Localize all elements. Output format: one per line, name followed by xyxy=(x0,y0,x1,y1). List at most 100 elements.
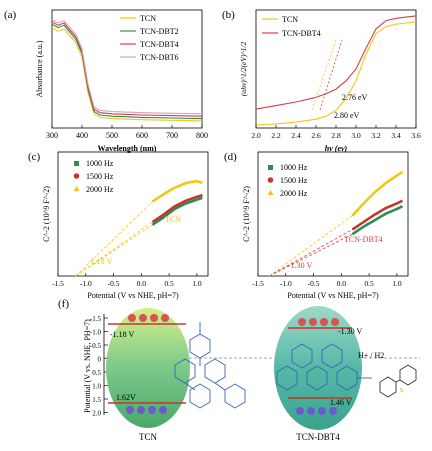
triazine-ring xyxy=(189,383,211,409)
electron xyxy=(309,318,317,326)
panel-c-flatband: -1.18 V xyxy=(88,257,113,266)
legend-d-2: 2000 Hz xyxy=(280,189,308,198)
xtick-label: -1.5 xyxy=(52,279,64,288)
panel-c-legend: 1000 Hz 1500 Hz 2000 Hz xyxy=(73,159,114,194)
hole xyxy=(318,407,326,415)
series-curve-1 xyxy=(351,199,403,231)
series-line-1 xyxy=(255,15,417,110)
triazine-ring xyxy=(291,343,313,369)
dibenzothiophene-structure xyxy=(379,364,417,398)
xtick-label: 2.6 xyxy=(311,131,321,140)
sulfur-atom: S xyxy=(400,388,403,394)
hole xyxy=(126,406,134,414)
xtick-label: -1.0 xyxy=(280,279,292,288)
panel-c-sample-label: TCN xyxy=(165,215,181,224)
legend-c-0: 1000 Hz xyxy=(86,159,114,168)
panel-f: (f) -1.5 -1.0 -0.5 0 0.5 1.0 1.5 2.0 Potential … xyxy=(58,298,420,442)
series-curve-0 xyxy=(151,196,203,226)
legend-a-3: TCN-DBT6 xyxy=(140,53,179,62)
panel-d: (d) -1.5 -1.0 -0.5 0.0 0.5 1.0 Potential (V v… xyxy=(224,151,409,300)
dbt-label: TCN-DBT4 xyxy=(296,432,340,442)
hole xyxy=(307,407,315,415)
xtick-label: -1.5 xyxy=(252,279,264,288)
dbt-vb-label: 1.46 V xyxy=(330,398,352,407)
panel-b-ylabel: (αhν)^1/2(eV)^1/2 xyxy=(239,42,248,97)
dbt-band-ellipse xyxy=(274,306,362,430)
panel-a-ylabel: Absorbance (a.u.) xyxy=(35,40,44,97)
triazine-ring xyxy=(174,358,196,384)
xtick-label: 3.2 xyxy=(371,131,381,140)
xtick-label: 800 xyxy=(196,131,208,140)
dbt-holes xyxy=(296,407,337,415)
xtick-label: 0.0 xyxy=(137,279,147,288)
extrapolation-line-2 xyxy=(268,215,353,277)
series-line-0 xyxy=(255,21,417,126)
tcn-label: TCN xyxy=(139,432,158,442)
xtick-label: 400 xyxy=(76,131,88,140)
hole xyxy=(329,407,337,415)
xtick-label: -1.0 xyxy=(80,279,92,288)
legend-d-1: 1500 Hz xyxy=(280,176,308,185)
legend-a-0: TCN xyxy=(140,14,156,23)
electron xyxy=(128,314,136,322)
panel-d-frame xyxy=(257,151,409,277)
panel-c-xticks: -1.5 -1.0 -0.5 0.0 0.5 1.0 xyxy=(52,273,202,288)
panel-a-letter: (a) xyxy=(4,9,17,21)
tangent-line-1 xyxy=(311,39,337,111)
panel-d-sample-label: TCN-DBT4 xyxy=(344,235,383,244)
benzene-ring xyxy=(379,376,397,398)
xtick-label: 600 xyxy=(136,131,148,140)
panel-d-xlabel: Potential (V vs NHE, pH=7) xyxy=(287,291,379,300)
xtick-label: -0.5 xyxy=(308,279,320,288)
series-line-3 xyxy=(51,18,203,115)
legend-marker-c-0 xyxy=(74,161,79,166)
triazine-ring xyxy=(204,358,226,384)
panel-c-letter: (c) xyxy=(28,151,41,163)
legend-marker-c-2 xyxy=(73,186,80,191)
panel-a-xticks: 300 400 500 600 700 800 xyxy=(46,125,208,140)
xtick-label: 2.8 xyxy=(331,131,341,140)
panel-d-legend: 1000 Hz 1500 Hz 2000 Hz xyxy=(267,163,308,198)
ytick-label: -1.5 xyxy=(90,315,102,323)
legend-a-2: TCN-DBT4 xyxy=(140,40,179,49)
xtick-label: 0.5 xyxy=(164,279,174,288)
panel-a: (a) 300 400 500 600 700 800 Wavelength (nm) A… xyxy=(4,9,208,153)
panel-f-ylabel: Potential (V vs. NHE, PH=7) xyxy=(83,319,92,413)
legend-b-1: TCN-DBT4 xyxy=(282,29,321,38)
triazine-ring xyxy=(189,333,211,359)
xtick-label: 2.2 xyxy=(271,131,281,140)
xtick-label: 0.5 xyxy=(364,279,374,288)
xtick-label: 1.0 xyxy=(192,279,202,288)
ytick-label: 0 xyxy=(98,356,102,364)
panel-b-annotation-2: 2.80 eV xyxy=(334,111,360,120)
panel-a-lines xyxy=(51,18,203,122)
ytick-label: -0.5 xyxy=(90,342,102,350)
panel-d-xticks: -1.5 -1.0 -0.5 0.0 0.5 1.0 xyxy=(252,273,402,288)
triazine-ring xyxy=(336,365,358,391)
series-line-1 xyxy=(51,23,203,120)
hole xyxy=(296,407,304,415)
series-line-0 xyxy=(51,27,203,122)
legend-c-2: 2000 Hz xyxy=(86,185,114,194)
panel-c-ylabel: C^-2 (10^9 F^-2) xyxy=(42,186,51,242)
panel-f-yticks: -1.5 -1.0 -0.5 0 0.5 1.0 1.5 2.0 xyxy=(90,315,108,418)
hole xyxy=(137,406,145,414)
bond xyxy=(395,379,401,383)
hole xyxy=(159,406,167,414)
extrapolation-line-1 xyxy=(75,221,153,277)
xtick-label: 1.0 xyxy=(392,279,402,288)
series-curve-1 xyxy=(151,193,203,224)
panel-d-letter: (d) xyxy=(224,151,237,163)
ytick-label: 1.5 xyxy=(92,396,101,404)
tcn-vb-label: 1.62V xyxy=(116,393,136,402)
xtick-label: -0.5 xyxy=(108,279,120,288)
series-curve-2 xyxy=(351,170,404,217)
panel-c-data xyxy=(75,179,203,277)
bond xyxy=(214,382,226,391)
redox-label: H+ / H2 xyxy=(358,351,384,360)
panel-b-xticks: 2.0 2.2 2.4 2.6 2.8 3.0 3.2 3.4 3.6 xyxy=(251,125,421,140)
panel-a-frame xyxy=(51,9,203,129)
series-curve-0 xyxy=(351,205,403,236)
xtick-label: 3.6 xyxy=(411,131,421,140)
